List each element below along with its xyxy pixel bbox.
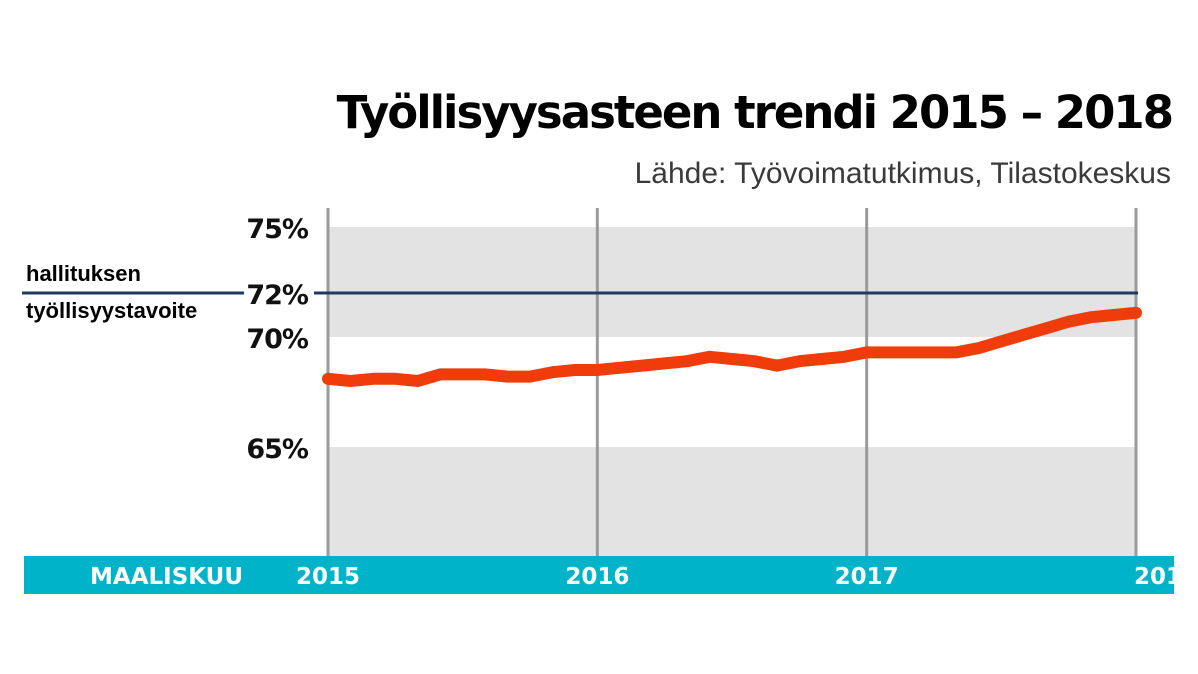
x-tick-2017: 2017 — [835, 564, 899, 590]
band-70-75 — [328, 227, 1136, 337]
y-tick-72: 72% — [246, 280, 309, 311]
x-tick-2016: 2016 — [565, 564, 629, 590]
y-tick-65: 65% — [246, 434, 309, 465]
x-axis-ticks: 2015 2016 2017 2018 — [296, 564, 1198, 590]
y-axis-ticks: 75% 72% 70% 65% — [246, 214, 310, 465]
background-bands — [328, 227, 1136, 556]
chart-title: Työllisyysasteen trendi 2015 – 2018 — [336, 86, 1174, 139]
x-tick-2018: 2018 — [1134, 564, 1198, 590]
y-tick-70: 70% — [246, 324, 309, 355]
chart-source: Lähde: Työvoimatutkimus, Tilastokeskus — [634, 157, 1171, 190]
x-tick-2015: 2015 — [296, 564, 360, 590]
band-below-65 — [328, 447, 1136, 556]
series-line-employment-rate — [322, 306, 1142, 387]
x-axis-bar — [24, 556, 1174, 594]
goal-label-line-2: työllisyystavoite — [26, 298, 197, 323]
y-tick-75: 75% — [246, 214, 309, 245]
goal-label-line-1: hallituksen — [26, 261, 141, 286]
x-axis-month-label: MAALISKUU — [90, 564, 243, 590]
